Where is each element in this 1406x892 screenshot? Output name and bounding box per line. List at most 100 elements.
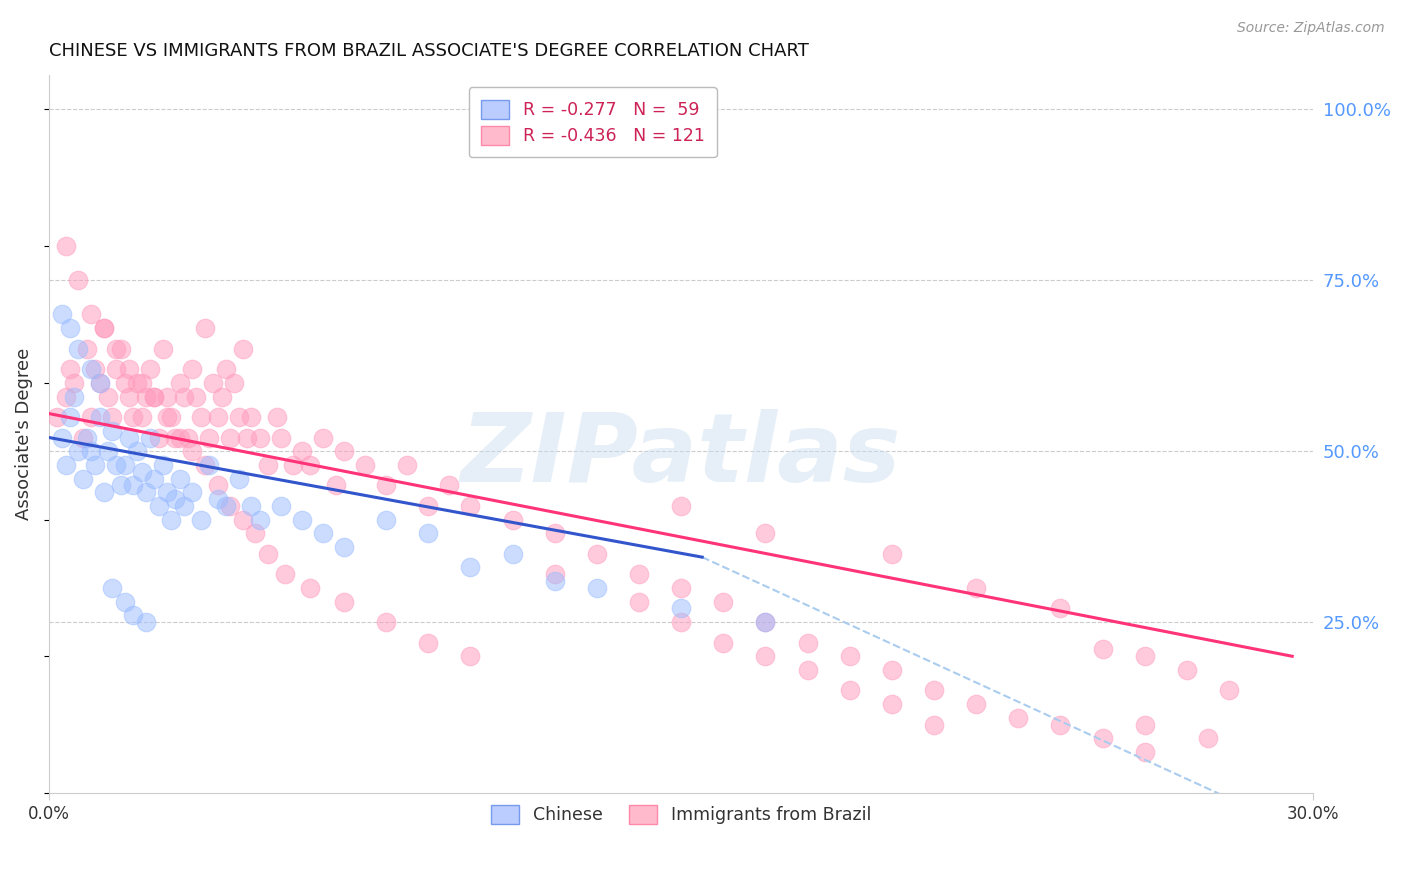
- Point: [139, 430, 162, 444]
- Point: [156, 485, 179, 500]
- Point: [114, 594, 136, 608]
- Point: [502, 512, 524, 526]
- Point: [1091, 642, 1114, 657]
- Point: [97, 390, 120, 404]
- Point: [59, 321, 82, 335]
- Point: [257, 458, 280, 472]
- Point: [190, 410, 212, 425]
- Point: [139, 362, 162, 376]
- Point: [177, 430, 200, 444]
- Point: [207, 491, 229, 506]
- Point: [375, 478, 398, 492]
- Point: [194, 458, 217, 472]
- Point: [796, 635, 818, 649]
- Point: [114, 458, 136, 472]
- Point: [312, 430, 335, 444]
- Point: [333, 444, 356, 458]
- Point: [135, 485, 157, 500]
- Point: [84, 362, 107, 376]
- Point: [325, 478, 347, 492]
- Point: [333, 594, 356, 608]
- Point: [291, 512, 314, 526]
- Point: [375, 615, 398, 629]
- Point: [880, 697, 903, 711]
- Point: [627, 567, 650, 582]
- Point: [965, 581, 987, 595]
- Point: [169, 376, 191, 390]
- Point: [460, 560, 482, 574]
- Point: [156, 410, 179, 425]
- Point: [55, 458, 77, 472]
- Point: [283, 458, 305, 472]
- Point: [922, 717, 945, 731]
- Point: [135, 390, 157, 404]
- Point: [101, 410, 124, 425]
- Point: [219, 499, 242, 513]
- Point: [418, 526, 440, 541]
- Point: [152, 342, 174, 356]
- Point: [669, 615, 692, 629]
- Point: [240, 410, 263, 425]
- Point: [299, 458, 322, 472]
- Point: [80, 362, 103, 376]
- Point: [202, 376, 225, 390]
- Point: [439, 478, 461, 492]
- Point: [249, 430, 271, 444]
- Point: [105, 342, 128, 356]
- Point: [148, 499, 170, 513]
- Point: [1091, 731, 1114, 746]
- Point: [965, 697, 987, 711]
- Point: [232, 342, 254, 356]
- Point: [80, 308, 103, 322]
- Point: [333, 540, 356, 554]
- Point: [236, 430, 259, 444]
- Point: [754, 615, 776, 629]
- Point: [312, 526, 335, 541]
- Point: [118, 430, 141, 444]
- Point: [160, 512, 183, 526]
- Point: [89, 376, 111, 390]
- Point: [585, 547, 607, 561]
- Point: [838, 683, 860, 698]
- Point: [55, 390, 77, 404]
- Point: [59, 410, 82, 425]
- Point: [544, 526, 567, 541]
- Point: [585, 581, 607, 595]
- Point: [76, 430, 98, 444]
- Point: [67, 273, 90, 287]
- Text: CHINESE VS IMMIGRANTS FROM BRAZIL ASSOCIATE'S DEGREE CORRELATION CHART: CHINESE VS IMMIGRANTS FROM BRAZIL ASSOCI…: [49, 42, 808, 60]
- Point: [460, 649, 482, 664]
- Point: [396, 458, 419, 472]
- Point: [266, 410, 288, 425]
- Point: [118, 390, 141, 404]
- Point: [55, 239, 77, 253]
- Point: [1007, 711, 1029, 725]
- Text: ZIPatlas: ZIPatlas: [461, 409, 901, 502]
- Point: [228, 410, 250, 425]
- Point: [669, 601, 692, 615]
- Point: [93, 321, 115, 335]
- Point: [59, 362, 82, 376]
- Point: [190, 512, 212, 526]
- Point: [544, 567, 567, 582]
- Point: [173, 499, 195, 513]
- Point: [754, 649, 776, 664]
- Point: [249, 512, 271, 526]
- Point: [118, 362, 141, 376]
- Point: [122, 478, 145, 492]
- Point: [291, 444, 314, 458]
- Point: [198, 430, 221, 444]
- Point: [51, 430, 73, 444]
- Point: [215, 499, 238, 513]
- Point: [89, 410, 111, 425]
- Point: [165, 430, 187, 444]
- Point: [460, 499, 482, 513]
- Point: [224, 376, 246, 390]
- Point: [76, 342, 98, 356]
- Point: [93, 485, 115, 500]
- Point: [127, 444, 149, 458]
- Point: [711, 594, 734, 608]
- Point: [669, 581, 692, 595]
- Point: [148, 430, 170, 444]
- Point: [219, 430, 242, 444]
